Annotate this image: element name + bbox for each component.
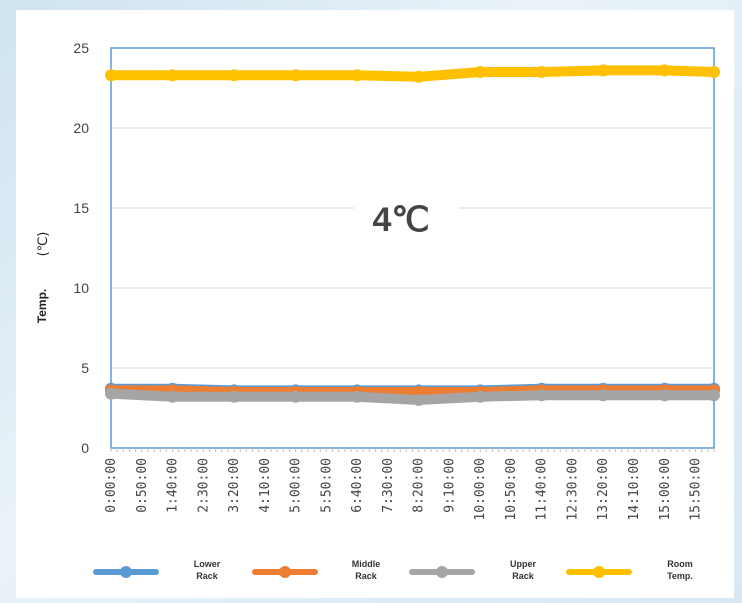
x-tick-label: 0:50:00: [135, 458, 150, 513]
series-line-4: [106, 65, 719, 82]
x-tick-label: 7:30:00: [381, 458, 396, 513]
y-axis-label-text: Temp.: [35, 289, 49, 323]
chart-card: 0 5 10 15 20 25 0:00:00 0:50:00 1:40:00 2:30:00 3…: [16, 10, 734, 598]
x-tick-label: 9:10:00: [442, 458, 457, 513]
legend-swatch-marker: [279, 566, 291, 578]
data-point: [474, 390, 487, 403]
y-tick-label: 20: [73, 120, 89, 136]
legend-label-line1: Middle: [352, 559, 381, 569]
data-point: [535, 66, 548, 78]
legend-swatch-marker: [593, 566, 605, 578]
data-point: [166, 69, 179, 82]
y-tick-label: 0: [81, 440, 89, 456]
legend-label-line1: Lower: [194, 559, 221, 569]
data-point: [597, 64, 610, 77]
x-tick-label: 3:20:00: [227, 458, 242, 513]
data-point: [708, 66, 720, 78]
data-point: [351, 390, 364, 403]
annotation-bg: [354, 190, 458, 242]
temperature-line-chart: 0 5 10 15 20 25 0:00:00 0:50:00 1:40:00 2:30:00 3…: [35, 40, 720, 581]
y-tick-label: 10: [73, 280, 89, 296]
data-point: [351, 69, 364, 82]
x-tick-label: 13:20:00: [596, 458, 611, 521]
annotation-layer: 4℃: [354, 190, 458, 242]
data-point: [535, 389, 548, 402]
x-tick-label: 5:00:00: [289, 458, 304, 513]
x-tick-label: 6:40:00: [350, 458, 365, 513]
x-tick-label: 8:20:00: [412, 458, 427, 513]
series-lines: [105, 64, 720, 406]
data-point: [597, 389, 610, 402]
chart-annotation: 4℃: [372, 201, 429, 239]
data-point: [105, 69, 117, 82]
data-point: [658, 64, 671, 77]
y-tick-label: 5: [81, 360, 89, 376]
legend-label-line2: Rack: [196, 571, 219, 581]
legend-label-line2: Temp.: [667, 571, 693, 581]
x-tick-label: 11:40:00: [535, 458, 550, 521]
data-point: [166, 390, 179, 403]
data-point: [289, 69, 302, 82]
data-point: [412, 394, 425, 406]
y-tick-label: 15: [73, 200, 89, 216]
data-point: [105, 387, 117, 400]
y-axis-label: Temp. (℃): [35, 232, 51, 324]
x-tick-label: 1:40:00: [166, 458, 181, 513]
y-tick-label: 25: [73, 40, 89, 56]
data-point: [289, 390, 302, 403]
data-point: [228, 69, 241, 82]
x-axis-ticks: 0:00:00 0:50:00 1:40:00 2:30:00 3:20:00 4:10:…: [104, 448, 715, 521]
data-point: [708, 389, 720, 402]
data-point: [228, 390, 241, 403]
legend: Lower Rack Middle Rack Upper Rack Room Temp.: [93, 559, 693, 581]
x-tick-label: 15:00:00: [658, 458, 673, 521]
data-point: [412, 70, 425, 83]
x-tick-label: 10:00:00: [473, 458, 488, 521]
x-tick-label: 4:10:00: [258, 458, 273, 513]
x-tick-label: 10:50:00: [504, 458, 519, 521]
legend-label-line2: Rack: [355, 571, 378, 581]
legend-swatch-marker: [436, 566, 448, 578]
data-point: [474, 66, 487, 78]
x-tick-label: 2:30:00: [196, 458, 211, 513]
x-tick-label: 0:00:00: [104, 458, 119, 513]
x-tick-label: 5:50:00: [319, 458, 334, 513]
y-axis-unit-text: (℃): [36, 232, 51, 257]
y-axis-ticks: 0 5 10 15 20 25: [73, 40, 89, 456]
x-tick-label: 12:30:00: [565, 458, 580, 521]
x-tick-label: 14:10:00: [627, 458, 642, 521]
x-tick-label: 15:50:00: [689, 458, 704, 521]
legend-label-line2: Rack: [512, 571, 535, 581]
legend-swatch-marker: [120, 566, 132, 578]
legend-label-line1: Upper: [510, 559, 537, 569]
legend-label-line1: Room: [667, 559, 693, 569]
data-point: [658, 389, 671, 402]
